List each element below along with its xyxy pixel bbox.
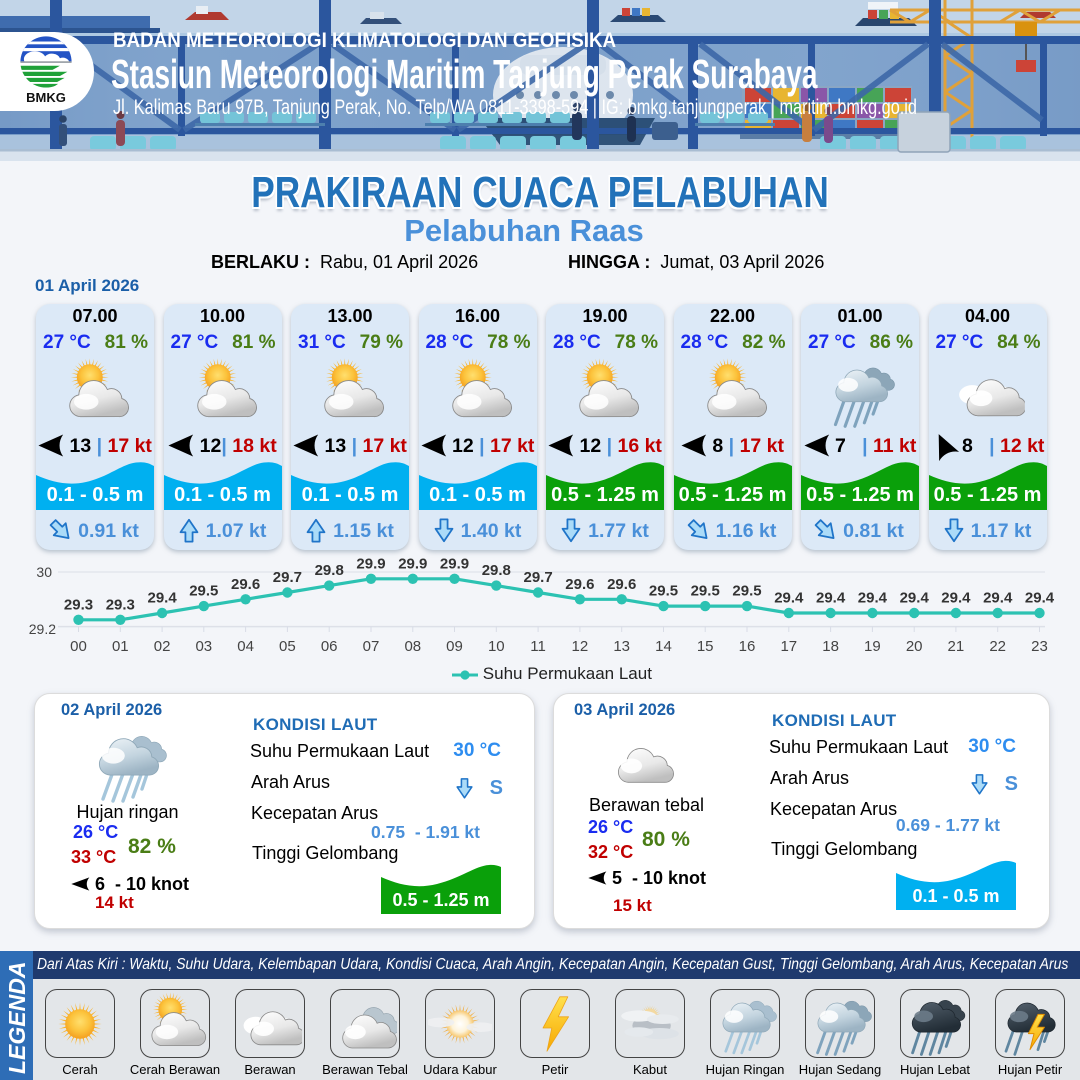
svg-text:29.6: 29.6 xyxy=(607,576,636,593)
svg-text:01: 01 xyxy=(112,638,129,655)
svg-text:22: 22 xyxy=(989,638,1006,655)
svg-text:29.5: 29.5 xyxy=(732,583,761,600)
svg-text:15: 15 xyxy=(697,638,714,655)
svg-text:07: 07 xyxy=(363,638,380,655)
svg-text:13: 13 xyxy=(613,638,630,655)
svg-text:29.4: 29.4 xyxy=(147,590,177,607)
svg-text:29.6: 29.6 xyxy=(565,576,594,593)
svg-text:19: 19 xyxy=(864,638,881,655)
svg-text:05: 05 xyxy=(279,638,296,655)
svg-text:29.6: 29.6 xyxy=(231,576,260,593)
svg-text:21: 21 xyxy=(948,638,965,655)
svg-text:29.5: 29.5 xyxy=(649,583,678,600)
svg-text:29.3: 29.3 xyxy=(64,596,93,613)
svg-text:29.4: 29.4 xyxy=(774,590,804,607)
svg-text:29.7: 29.7 xyxy=(523,569,552,586)
svg-text:30: 30 xyxy=(36,564,52,580)
svg-text:29.4: 29.4 xyxy=(983,590,1013,607)
svg-text:06: 06 xyxy=(321,638,338,655)
svg-text:20: 20 xyxy=(906,638,923,655)
svg-text:10: 10 xyxy=(488,638,505,655)
svg-text:14: 14 xyxy=(655,638,672,655)
svg-text:11: 11 xyxy=(530,638,546,655)
svg-text:17: 17 xyxy=(780,638,797,655)
svg-text:29.2: 29.2 xyxy=(29,621,56,637)
svg-text:23: 23 xyxy=(1031,638,1048,655)
svg-text:29.4: 29.4 xyxy=(816,590,846,607)
svg-text:29.4: 29.4 xyxy=(1025,590,1055,607)
svg-text:04: 04 xyxy=(237,638,254,655)
svg-text:00: 00 xyxy=(70,638,87,655)
svg-text:29.4: 29.4 xyxy=(941,590,971,607)
svg-text:29.4: 29.4 xyxy=(900,590,930,607)
svg-text:08: 08 xyxy=(404,638,421,655)
svg-text:29.5: 29.5 xyxy=(691,583,720,600)
svg-text:29.9: 29.9 xyxy=(440,556,469,572)
svg-text:29.9: 29.9 xyxy=(398,556,427,572)
svg-text:03: 03 xyxy=(195,638,212,655)
svg-text:12: 12 xyxy=(572,638,589,655)
svg-text:29.4: 29.4 xyxy=(858,590,888,607)
svg-text:16: 16 xyxy=(739,638,756,655)
svg-text:09: 09 xyxy=(446,638,463,655)
svg-text:29.3: 29.3 xyxy=(106,596,135,613)
svg-text:18: 18 xyxy=(822,638,839,655)
svg-text:29.5: 29.5 xyxy=(189,583,218,600)
svg-text:29.9: 29.9 xyxy=(356,556,385,572)
svg-text:29.7: 29.7 xyxy=(273,569,302,586)
svg-text:29.8: 29.8 xyxy=(482,562,511,579)
svg-text:29.8: 29.8 xyxy=(315,562,344,579)
svg-text:02: 02 xyxy=(154,638,171,655)
